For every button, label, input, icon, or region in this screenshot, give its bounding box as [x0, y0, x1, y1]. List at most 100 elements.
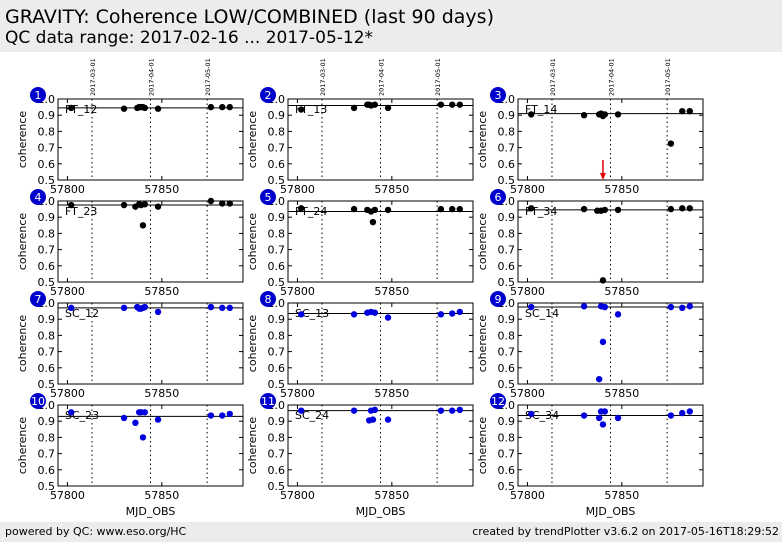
data-point — [601, 303, 609, 311]
y-tick-label: 0.7 — [268, 448, 286, 461]
data-point — [686, 107, 693, 115]
data-point — [120, 304, 128, 312]
chart-grid: 2017-03-01 2017-04-01 2017-05-01 0.5 0.6 0.7 0… — [16, 58, 704, 518]
y-tick-label: 0.5 — [498, 174, 516, 187]
data-point — [449, 101, 456, 108]
data-point — [686, 205, 693, 212]
y-tick-label: 0.6 — [498, 362, 516, 375]
data-point — [384, 206, 392, 214]
data-point — [595, 414, 603, 422]
panel-number: 11 — [261, 395, 275, 408]
data-point — [528, 205, 535, 212]
data-point — [371, 101, 379, 108]
data-point — [298, 106, 305, 113]
baseline-label: FT_23 — [65, 205, 97, 218]
y-tick-label: 0.8 — [38, 329, 56, 342]
x-tick-label: 57800 — [50, 183, 85, 196]
data-point — [219, 412, 226, 419]
footer-created-by: created by trendPlotter v3.6.2 on 2017-0… — [472, 525, 779, 538]
panel-number: 6 — [495, 191, 502, 204]
panel-number: 1 — [35, 89, 42, 102]
panel-number-badge — [30, 189, 46, 205]
y-tick-label: 0.8 — [268, 431, 286, 444]
baseline-label: SC_13 — [295, 307, 329, 320]
y-tick-label: 0.5 — [268, 480, 286, 493]
panel-number-badge — [490, 87, 506, 103]
x-tick-label: 57800 — [50, 489, 85, 502]
page-subtitle: QC data range: 2017-02-16 ... 2017-05-12… — [5, 28, 374, 48]
outlier-arrow-head — [599, 173, 606, 180]
data-point — [686, 303, 693, 310]
y-axis-label: coherence — [16, 111, 29, 169]
data-point — [667, 205, 675, 213]
data-point — [599, 421, 607, 428]
baseline-label: SC_14 — [525, 307, 559, 320]
data-point — [449, 407, 456, 414]
y-axis-label: coherence — [246, 213, 259, 271]
x-axis-label: MJD_OBS — [126, 505, 176, 518]
x-tick-label: 57850 — [374, 183, 409, 196]
y-tick-label: 0.8 — [498, 125, 516, 138]
date-marker-label: 2017-04-01 — [148, 58, 156, 96]
data-point — [679, 409, 686, 417]
data-point — [601, 111, 609, 118]
data-point — [614, 414, 622, 422]
x-tick-label: 57850 — [144, 387, 179, 400]
data-point — [437, 205, 445, 213]
panel-number-badge — [30, 87, 46, 103]
y-tick-label: 0.6 — [38, 260, 56, 273]
y-tick-label: 0.5 — [268, 174, 286, 187]
y-tick-label: 0.6 — [498, 260, 516, 273]
data-point — [369, 416, 377, 423]
data-point — [141, 104, 149, 112]
data-point — [226, 103, 233, 111]
data-point — [456, 308, 463, 316]
data-point — [154, 105, 162, 112]
panel-number-badge — [260, 393, 276, 409]
y-tick-label: 0.7 — [38, 244, 56, 257]
data-point — [614, 311, 622, 318]
data-point — [298, 205, 305, 212]
date-marker-label: 2017-03-01 — [89, 58, 97, 96]
data-point — [580, 205, 588, 213]
x-tick-label: 57800 — [510, 285, 545, 298]
y-axis-label: coherence — [476, 315, 489, 373]
y-tick-label: 0.8 — [268, 227, 286, 240]
x-tick-label: 57850 — [144, 489, 179, 502]
y-tick-label: 0.9 — [268, 313, 286, 326]
footer-powered-by: powered by QC: www.eso.org/HC — [5, 525, 187, 538]
panel-number: 10 — [31, 395, 45, 408]
date-marker-label: 2017-05-01 — [434, 58, 442, 96]
data-point — [437, 101, 445, 108]
y-tick-label: 0.5 — [498, 276, 516, 289]
y-tick-label: 0.5 — [268, 276, 286, 289]
y-tick-label: 0.9 — [38, 313, 56, 326]
x-tick-label: 57850 — [374, 285, 409, 298]
panel-number-badge — [260, 291, 276, 307]
data-point — [371, 206, 379, 214]
x-tick-label: 57850 — [374, 387, 409, 400]
x-tick-label: 57800 — [280, 387, 315, 400]
data-point — [68, 409, 75, 416]
data-point — [207, 197, 215, 205]
data-point — [449, 310, 456, 317]
x-tick-label: 57850 — [604, 183, 639, 196]
x-axis-label: MJD_OBS — [356, 505, 406, 518]
y-tick-label: 0.6 — [268, 362, 286, 375]
y-tick-label: 0.8 — [498, 227, 516, 240]
date-marker-label: 2017-05-01 — [664, 58, 672, 96]
y-tick-label: 0.9 — [38, 415, 56, 428]
data-point — [154, 416, 162, 423]
panel-number-badge — [30, 291, 46, 307]
panel-number-badge — [490, 291, 506, 307]
data-point — [449, 205, 456, 213]
data-point — [226, 410, 233, 418]
y-tick-label: 0.7 — [498, 142, 516, 155]
y-tick-label: 0.9 — [268, 109, 286, 122]
panel-number-badge — [260, 87, 276, 103]
data-point — [437, 407, 445, 414]
y-axis-label: coherence — [246, 417, 259, 475]
date-marker-label: 2017-03-01 — [549, 58, 557, 96]
y-tick-label: 0.7 — [268, 244, 286, 257]
y-tick-label: 0.6 — [498, 464, 516, 477]
